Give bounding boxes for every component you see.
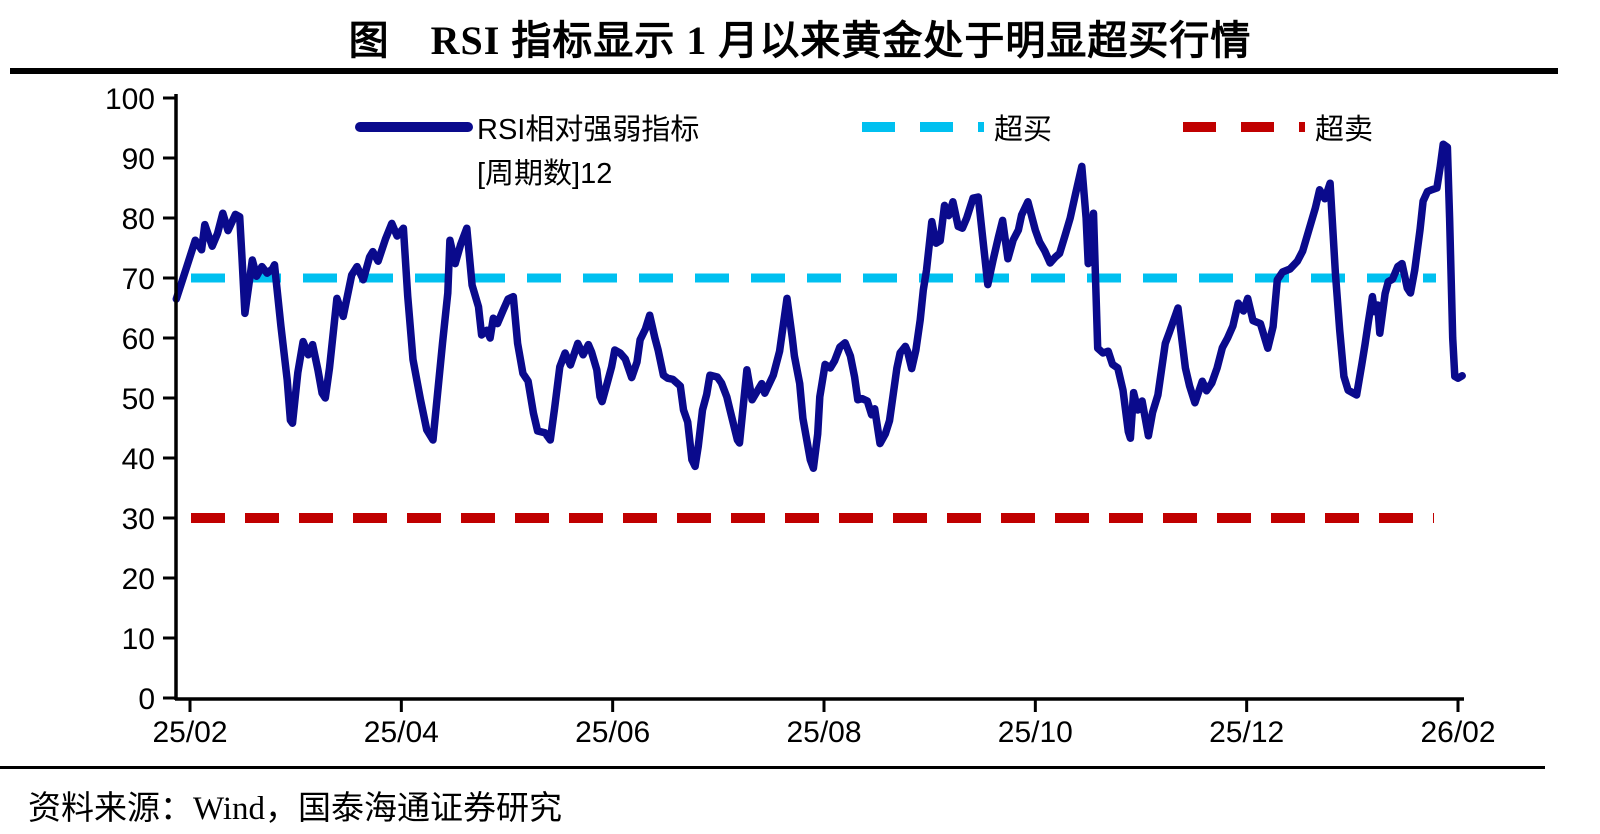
- y-tick-label-60: 60: [122, 323, 155, 356]
- x-tick-label-25/02: 25/02: [152, 716, 227, 749]
- y-tick-label-20: 20: [122, 563, 155, 596]
- y-tick-label-40: 40: [122, 443, 155, 476]
- rsi-chart-canvas: RSI相对强弱指标 [周期数]12 超买 超卖 0 10 20 30 40 50 60 70 8…: [105, 83, 1496, 749]
- x-tick-label-25/06: 25/06: [575, 716, 650, 749]
- y-tick-label-30: 30: [122, 503, 155, 536]
- chart-legend: RSI相对强弱指标 [周期数]12 超买 超卖: [355, 113, 1373, 190]
- legend-rsi-label-line2: [周期数]12: [477, 157, 612, 190]
- y-tick-label-100: 100: [105, 83, 155, 116]
- y-tick-label-90: 90: [122, 143, 155, 176]
- axis-tick-labels: 0 10 20 30 40 50 60 70 80 90 100 25/02 25/04 25/06 25/…: [105, 83, 1496, 749]
- title-divider: [10, 68, 1558, 74]
- legend-overbought-label: 超买: [994, 113, 1052, 146]
- y-tick-label-80: 80: [122, 203, 155, 236]
- rsi-series-line: [172, 140, 1466, 472]
- x-tick-label-25/04: 25/04: [364, 716, 439, 749]
- y-tick-label-50: 50: [122, 383, 155, 416]
- y-tick-label-10: 10: [122, 623, 155, 656]
- x-tick-label-25/08: 25/08: [786, 716, 861, 749]
- x-tick-label-26/02: 26/02: [1420, 716, 1495, 749]
- axis-ticks: [163, 96, 1460, 712]
- footer-divider: [0, 766, 1545, 769]
- chart-title: 图 RSI 指标显示 1 月以来黄金处于明显超买行情: [348, 18, 1252, 63]
- rsi-chart: RSI相对强弱指标 [周期数]12 超买 超卖 0 10 20 30 40 50 60 70 8…: [105, 83, 1496, 749]
- source-note: 资料来源：Wind，国泰海通证券研究: [28, 791, 562, 827]
- x-tick-label-25/12: 25/12: [1209, 716, 1284, 749]
- y-tick-label-70: 70: [122, 263, 155, 296]
- x-tick-label-25/10: 25/10: [998, 716, 1073, 749]
- legend-rsi-label-line1: RSI相对强弱指标: [477, 113, 699, 146]
- y-tick-label-0: 0: [138, 683, 155, 716]
- legend-oversold-label: 超卖: [1315, 113, 1373, 146]
